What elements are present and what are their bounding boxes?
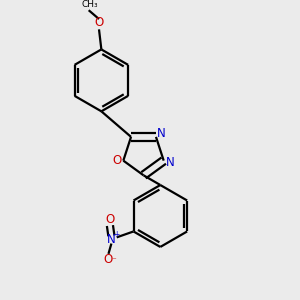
Text: O: O xyxy=(104,253,113,266)
Text: ⁻: ⁻ xyxy=(111,256,116,265)
Text: N: N xyxy=(107,233,116,246)
Text: CH₃: CH₃ xyxy=(82,0,98,9)
Text: +: + xyxy=(113,230,120,239)
Text: O: O xyxy=(105,213,115,226)
Text: O: O xyxy=(113,154,122,166)
Text: N: N xyxy=(166,157,175,169)
Text: O: O xyxy=(94,16,103,29)
Text: N: N xyxy=(157,128,166,140)
